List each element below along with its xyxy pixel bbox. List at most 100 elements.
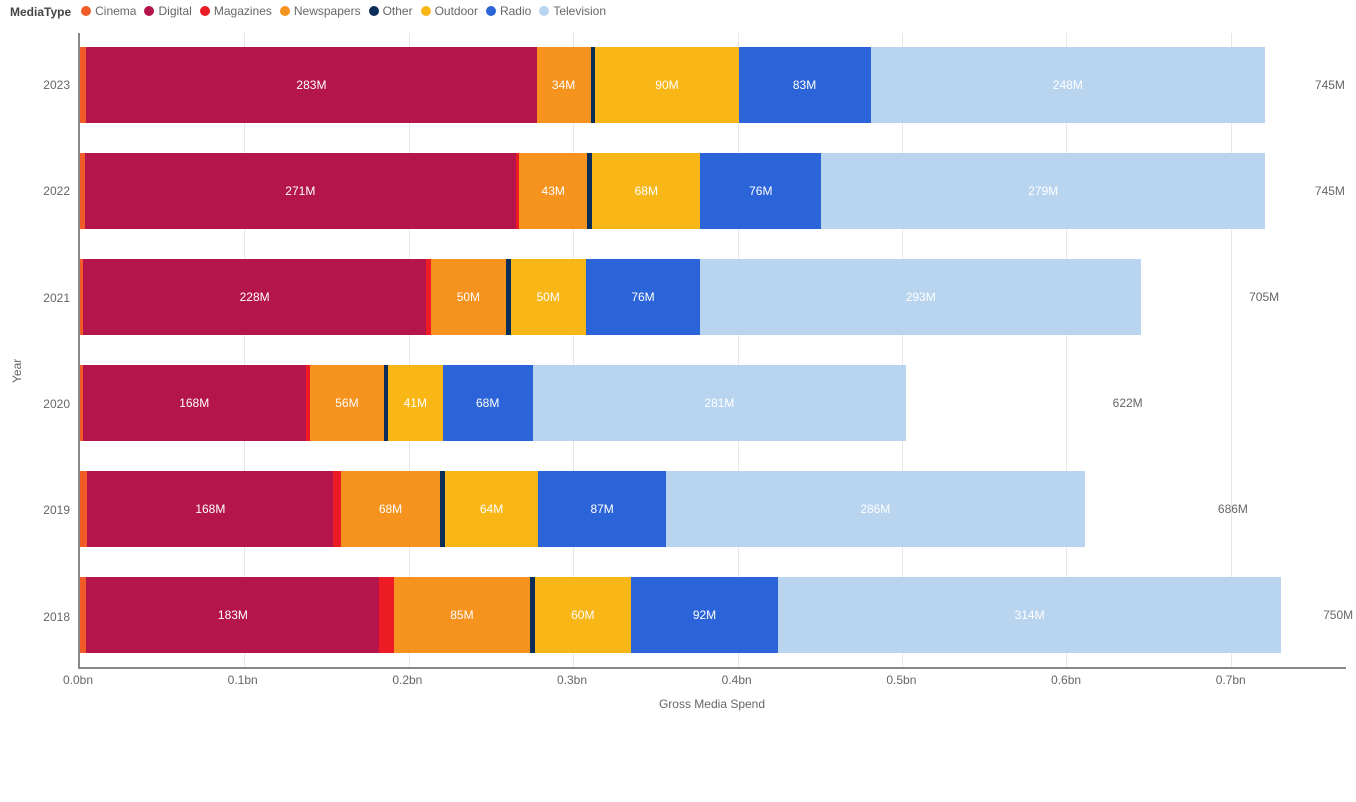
legend-item-label: Newspapers xyxy=(294,4,361,18)
bar-segment-radio[interactable]: 76M xyxy=(700,153,821,229)
bar-segment-outdoor[interactable]: 68M xyxy=(592,153,700,229)
bar-segment-digital[interactable]: 168M xyxy=(83,365,306,441)
y-axis-labels: 202320222021202020192018 xyxy=(30,33,78,669)
bar-segment-label: 50M xyxy=(536,290,559,304)
bar-segment-magazines[interactable] xyxy=(379,577,393,653)
bar-segment-television[interactable]: 281M xyxy=(533,365,906,441)
bar-segment-newspapers[interactable]: 56M xyxy=(310,365,384,441)
bar-segment-label: 87M xyxy=(590,502,613,516)
stacked-bar: 168M56M 41M 68M 281M xyxy=(80,365,1103,441)
plot-area: 283M34M90M83M248M745M271M43M68M76M279M74… xyxy=(78,33,1346,669)
bar-segment-label: 183M xyxy=(218,608,248,622)
row-total-label: 745M xyxy=(1315,78,1345,92)
stacked-bar: 168M 68M 64M 87M 286M xyxy=(80,471,1208,547)
bar-segment-digital[interactable]: 271M xyxy=(85,153,516,229)
x-tick-label: 0.0bn xyxy=(63,673,93,687)
bar-segment-label: 76M xyxy=(631,290,654,304)
legend-item-label: Magazines xyxy=(214,4,272,18)
bar-segment-radio[interactable]: 76M xyxy=(586,259,700,335)
y-tick-label: 2019 xyxy=(30,472,70,548)
bar-segment-digital[interactable]: 183M xyxy=(86,577,379,653)
bar-segment-label: 64M xyxy=(480,502,503,516)
bar-segment-television[interactable]: 248M xyxy=(871,47,1266,123)
legend-title: MediaType xyxy=(10,5,71,19)
bar-segment-radio[interactable]: 68M xyxy=(443,365,533,441)
legend-swatch-icon xyxy=(539,6,549,16)
legend-item-label: Television xyxy=(553,4,606,18)
bar-segment-outdoor[interactable]: 41M xyxy=(388,365,442,441)
bar-segment-label: 60M xyxy=(571,608,594,622)
stacked-bar: 271M 43M 68M 76M 279M xyxy=(80,153,1305,229)
bar-segment-radio[interactable]: 92M xyxy=(631,577,778,653)
legend-item-digital[interactable]: Digital xyxy=(144,4,191,18)
bar-segment-label: 68M xyxy=(379,502,402,516)
bar-row: 168M 68M 64M 87M 286M 686M xyxy=(80,471,1346,547)
bars-container: 283M34M90M83M248M745M271M43M68M76M279M74… xyxy=(80,47,1346,653)
x-tick-label: 0.1bn xyxy=(228,673,258,687)
legend-item-television[interactable]: Television xyxy=(539,4,606,18)
bar-segment-outdoor[interactable]: 60M xyxy=(535,577,631,653)
legend-item-newspapers[interactable]: Newspapers xyxy=(280,4,361,18)
legend-swatch-icon xyxy=(369,6,379,16)
bar-segment-television[interactable]: 314M xyxy=(778,577,1281,653)
bar-segment-newspapers[interactable]: 85M xyxy=(394,577,530,653)
bar-segment-digital[interactable]: 228M xyxy=(83,259,426,335)
legend: MediaType Cinema Digital Magazines Newspape… xyxy=(10,4,1346,19)
legend-item-label: Other xyxy=(383,4,413,18)
bar-segment-cinema[interactable] xyxy=(80,471,87,547)
x-tick-label: 0.6bn xyxy=(1051,673,1081,687)
legend-item-label: Digital xyxy=(158,4,191,18)
bar-segment-label: 293M xyxy=(906,290,936,304)
bar-segment-radio[interactable]: 87M xyxy=(538,471,665,547)
bar-segment-label: 271M xyxy=(285,184,315,198)
bar-segment-television[interactable]: 279M xyxy=(821,153,1265,229)
legend-swatch-icon xyxy=(200,6,210,16)
stacked-bar: 183M 85M 60M 92M314M xyxy=(80,577,1313,653)
bar-segment-label: 50M xyxy=(457,290,480,304)
legend-item-magazines[interactable]: Magazines xyxy=(200,4,272,18)
bar-segment-newspapers[interactable]: 43M xyxy=(519,153,587,229)
bar-segment-label: 90M xyxy=(655,78,678,92)
bar-segment-label: 68M xyxy=(635,184,658,198)
legend-item-radio[interactable]: Radio xyxy=(486,4,531,18)
y-tick-label: 2023 xyxy=(30,47,70,123)
legend-swatch-icon xyxy=(144,6,154,16)
x-axis: 0.0bn0.1bn0.2bn0.3bn0.4bn0.5bn0.6bn0.7bn… xyxy=(78,669,1346,709)
legend-item-other[interactable]: Other xyxy=(369,4,413,18)
legend-swatch-icon xyxy=(486,6,496,16)
chart: Year 202320222021202020192018 283M34M90M… xyxy=(10,33,1346,709)
bar-segment-outdoor[interactable]: 90M xyxy=(595,47,738,123)
stacked-bar: 283M34M 90M 83M 248M xyxy=(80,47,1305,123)
legend-item-cinema[interactable]: Cinema xyxy=(81,4,136,18)
bar-segment-label: 76M xyxy=(749,184,772,198)
x-tick-label: 0.3bn xyxy=(557,673,587,687)
legend-item-label: Outdoor xyxy=(435,4,478,18)
bar-segment-television[interactable]: 286M xyxy=(666,471,1085,547)
y-tick-label: 2020 xyxy=(30,366,70,442)
bar-segment-label: 286M xyxy=(860,502,890,516)
bar-segment-newspapers[interactable]: 34M xyxy=(537,47,591,123)
stacked-bar: 228M 50M 50M 76M 293M xyxy=(80,259,1239,335)
bar-segment-label: 83M xyxy=(793,78,816,92)
bar-segment-newspapers[interactable]: 50M xyxy=(431,259,506,335)
bar-segment-outdoor[interactable]: 64M xyxy=(445,471,539,547)
bar-segment-digital[interactable]: 168M xyxy=(87,471,333,547)
bar-row: 168M56M41M68M281M622M xyxy=(80,365,1346,441)
bar-segment-television[interactable]: 293M xyxy=(700,259,1141,335)
bar-segment-digital[interactable]: 283M xyxy=(86,47,536,123)
bar-segment-label: 41M xyxy=(404,396,427,410)
bar-segment-outdoor[interactable]: 50M xyxy=(511,259,586,335)
y-tick-label: 2018 xyxy=(30,579,70,655)
bar-segment-label: 248M xyxy=(1053,78,1083,92)
bar-segment-newspapers[interactable]: 68M xyxy=(341,471,441,547)
y-tick-label: 2021 xyxy=(30,260,70,336)
bar-segment-magazines[interactable] xyxy=(333,471,340,547)
row-total-label: 686M xyxy=(1218,502,1248,516)
bar-segment-label: 281M xyxy=(704,396,734,410)
legend-item-outdoor[interactable]: Outdoor xyxy=(421,4,478,18)
bar-segment-radio[interactable]: 83M xyxy=(739,47,871,123)
row-total-label: 705M xyxy=(1249,290,1279,304)
legend-swatch-icon xyxy=(421,6,431,16)
legend-swatch-icon xyxy=(81,6,91,16)
bar-segment-label: 85M xyxy=(450,608,473,622)
